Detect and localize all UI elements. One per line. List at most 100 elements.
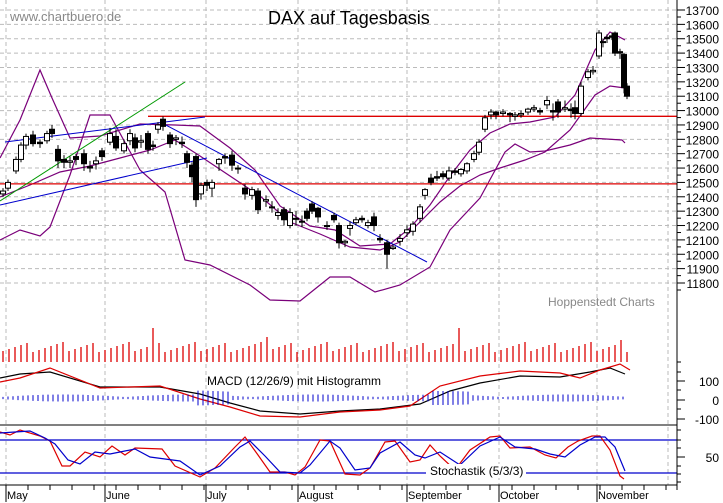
candle-body: [550, 110, 556, 113]
price-tick-label: 13500: [686, 33, 720, 47]
bollinger-bands: [0, 31, 626, 302]
candle-body: [145, 133, 151, 150]
candle-body: [179, 141, 185, 145]
candle-body: [428, 177, 434, 183]
macd-panel: [0, 363, 631, 418]
month-label: October: [500, 490, 539, 502]
candle-body: [209, 181, 215, 189]
candle-body: [578, 85, 584, 114]
chart-title: DAX auf Tagesbasis: [268, 8, 430, 28]
candle-body: [440, 173, 446, 178]
candle-body: [113, 135, 119, 149]
candle-body: [377, 237, 383, 241]
candle-body: [61, 158, 67, 163]
price-tick-label: 12200: [686, 220, 720, 234]
price-tick-label: 13700: [686, 4, 720, 18]
price-tick-label: 12300: [686, 205, 720, 219]
candle-body: [590, 69, 596, 73]
candle-body: [255, 190, 261, 211]
candle-body: [531, 107, 537, 110]
candle-body: [353, 219, 359, 224]
price-tick-label: 12800: [686, 133, 720, 147]
price-tick-label: 13300: [686, 61, 720, 75]
candle-body: [537, 110, 543, 113]
candle-body: [49, 128, 55, 135]
candle-body: [249, 189, 255, 196]
candle-body: [293, 217, 299, 220]
middle-band: [0, 85, 626, 251]
candle-body: [507, 112, 513, 116]
candle-body: [384, 242, 390, 255]
candle-body: [44, 133, 50, 142]
month-label: September: [408, 490, 462, 502]
price-tick-label: 11800: [687, 277, 720, 291]
candle-body: [81, 153, 87, 165]
volume-bars: [2, 328, 628, 362]
price-tick-label: 12000: [686, 248, 720, 262]
candle-body: [525, 108, 531, 113]
candle-body: [184, 153, 190, 163]
candle-body: [624, 85, 630, 97]
candle-body: [55, 148, 61, 162]
candle-body: [121, 143, 127, 152]
candle-body: [359, 217, 365, 221]
candle-body: [299, 220, 305, 223]
candle-body: [67, 160, 73, 163]
candle-body: [371, 216, 377, 227]
candle-body: [493, 111, 499, 116]
candle-body: [404, 229, 410, 234]
stoch-d-line: [0, 430, 626, 476]
candle-body: [617, 51, 623, 54]
candle-body: [87, 166, 93, 169]
candle-body: [23, 135, 29, 146]
candle-body: [488, 111, 494, 116]
candlesticks: [0, 30, 630, 269]
macd-line: [0, 367, 626, 415]
price-tick-label: 12500: [686, 176, 720, 190]
candle-body: [417, 206, 423, 219]
candle-body: [458, 168, 464, 175]
candle-body: [309, 203, 315, 212]
watermark: www.chartbuero.de: [9, 9, 121, 24]
candle-body: [365, 222, 371, 227]
month-label: July: [207, 490, 227, 502]
candle-body: [30, 134, 36, 145]
candle-body: [269, 206, 275, 209]
upper-channel-line: [4, 116, 206, 143]
candle-body: [315, 207, 321, 218]
candle-body: [235, 167, 241, 170]
stoch-k-line: [0, 429, 625, 480]
candle-body: [13, 158, 19, 172]
candle-body: [18, 144, 24, 160]
candle-body: [331, 214, 337, 221]
macd-tick-label: -100: [695, 413, 719, 427]
candle-body: [544, 100, 550, 106]
candle-body: [482, 117, 488, 130]
price-tick-label: 12600: [686, 162, 720, 176]
macd-tick-label: 100: [699, 375, 719, 389]
candle-body: [452, 170, 458, 173]
candle-body: [596, 32, 602, 57]
month-label: November: [598, 490, 649, 502]
candle-body: [500, 111, 506, 114]
price-tick-label: 13000: [686, 105, 720, 119]
candle-body: [434, 176, 440, 179]
candle-body: [518, 112, 524, 116]
candle-body: [242, 187, 248, 195]
candle-body: [324, 225, 330, 228]
candle-body: [132, 137, 138, 149]
candle-body: [204, 181, 210, 186]
stoch-label: Stochastik (5/3/3): [430, 464, 523, 478]
candle-body: [281, 209, 287, 221]
candle-body: [612, 32, 618, 54]
candle-body: [585, 71, 591, 79]
candle-body: [138, 140, 144, 143]
price-tick-label: 12700: [686, 148, 720, 162]
stoch-label-bg: [426, 464, 526, 478]
candle-body: [464, 163, 470, 172]
price-tick-label: 12100: [686, 234, 720, 248]
candle-body: [37, 141, 43, 145]
macd-tick-label: 0: [712, 394, 719, 408]
candle-body: [73, 156, 79, 160]
